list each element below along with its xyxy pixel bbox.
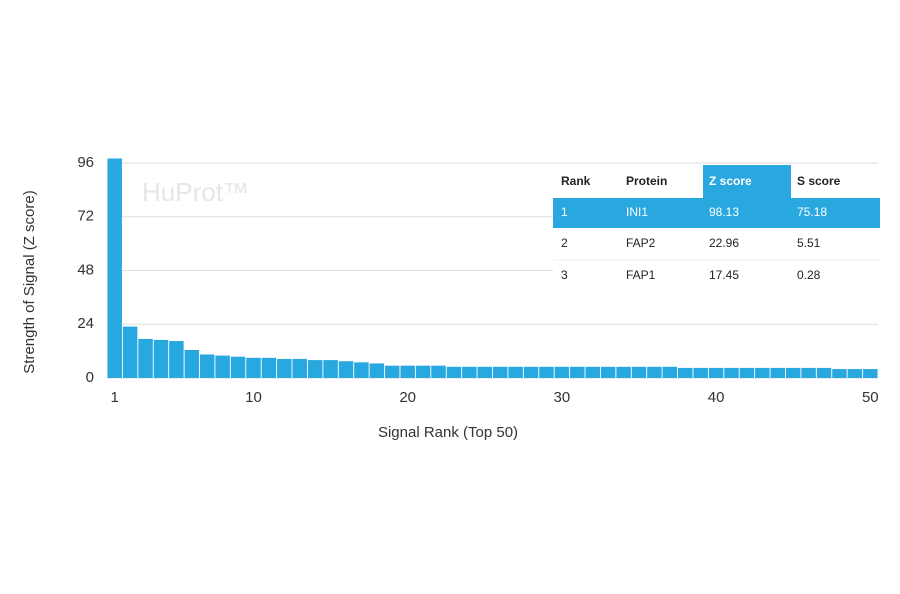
- x-tick-label: 1: [111, 389, 119, 406]
- watermark: HuProt™: [142, 177, 249, 207]
- bar: [277, 358, 292, 378]
- bar: [863, 369, 878, 378]
- bar: [647, 366, 662, 378]
- x-tick-label: 20: [399, 389, 416, 406]
- y-tick-label: 0: [86, 369, 94, 386]
- table-header: Protein: [626, 174, 667, 188]
- plot-area: 0 24 48 72 96 1 10 20 30 40 50: [77, 154, 878, 406]
- bar: [415, 365, 431, 378]
- bar: [570, 366, 585, 378]
- table-cell: FAP1: [626, 268, 656, 282]
- table-header: S score: [797, 174, 841, 188]
- bar: [323, 360, 338, 378]
- bar: [801, 367, 816, 378]
- x-tick-label: 50: [862, 389, 879, 406]
- bar: [369, 363, 385, 378]
- table-cell: 98.13: [709, 205, 739, 219]
- bar: [554, 366, 570, 378]
- table-cell: INI1: [626, 205, 648, 219]
- bar: [477, 366, 493, 378]
- bar: [785, 367, 801, 378]
- bar: [816, 367, 832, 378]
- bar: [431, 365, 446, 378]
- bar: [307, 360, 323, 378]
- x-tick-label: 30: [554, 389, 571, 406]
- bar: [724, 367, 739, 378]
- x-tick-label: 10: [245, 389, 262, 406]
- bar: [199, 354, 215, 378]
- bar: [770, 367, 786, 378]
- x-axis-label: Signal Rank (Top 50): [378, 424, 518, 441]
- bar: [138, 338, 153, 378]
- bar: [261, 357, 277, 378]
- bar: [631, 366, 647, 378]
- bar: [755, 367, 770, 378]
- y-tick-label: 72: [77, 208, 94, 225]
- bar: [678, 367, 693, 378]
- x-tick-label: 40: [708, 389, 725, 406]
- table-cell: 5.51: [797, 236, 821, 250]
- bar: [354, 362, 369, 378]
- y-axis-label: Strength of Signal (Z score): [21, 190, 38, 373]
- bar: [539, 366, 554, 378]
- row-highlight: [553, 198, 880, 228]
- header-highlight: [703, 165, 791, 198]
- bar: [492, 366, 508, 378]
- table-cell: FAP2: [626, 236, 656, 250]
- bar: [832, 369, 847, 378]
- bar: [446, 366, 462, 378]
- bar: [462, 366, 477, 378]
- bar: [585, 366, 600, 378]
- bar: [508, 366, 523, 378]
- table-header: Rank: [561, 174, 591, 188]
- y-tick-label: 48: [77, 261, 94, 278]
- y-tick-label: 96: [77, 154, 94, 171]
- table-cell: 17.45: [709, 268, 739, 282]
- bar: [230, 356, 246, 378]
- bar: [122, 326, 138, 378]
- table-cell: 0.28: [797, 268, 821, 282]
- table-cell: 75.18: [797, 205, 827, 219]
- data-table: Rank Protein Z score S score 1 INI1 98.13 75.18…: [553, 165, 880, 290]
- bar: [400, 365, 415, 378]
- table-header: Z score: [709, 174, 752, 188]
- bar: [184, 350, 200, 378]
- bar: [693, 367, 708, 378]
- bar: [616, 366, 631, 378]
- bar: [107, 158, 122, 378]
- bar: [385, 365, 400, 378]
- bar: [246, 357, 261, 378]
- table-cell: 22.96: [709, 236, 739, 250]
- bar: [847, 369, 863, 378]
- table-cell: 3: [561, 268, 568, 282]
- table-cell: 1: [561, 205, 568, 219]
- bar: [600, 366, 616, 378]
- y-tick-label: 24: [77, 315, 94, 332]
- bar: [153, 339, 169, 378]
- bar: [739, 367, 755, 378]
- bar: [215, 355, 230, 378]
- bar: [708, 367, 724, 378]
- bar: [169, 341, 184, 378]
- bar: [292, 358, 307, 378]
- table-cell: 2: [561, 236, 568, 250]
- bar: [523, 366, 539, 378]
- bar: [338, 361, 354, 378]
- bar: [662, 366, 678, 378]
